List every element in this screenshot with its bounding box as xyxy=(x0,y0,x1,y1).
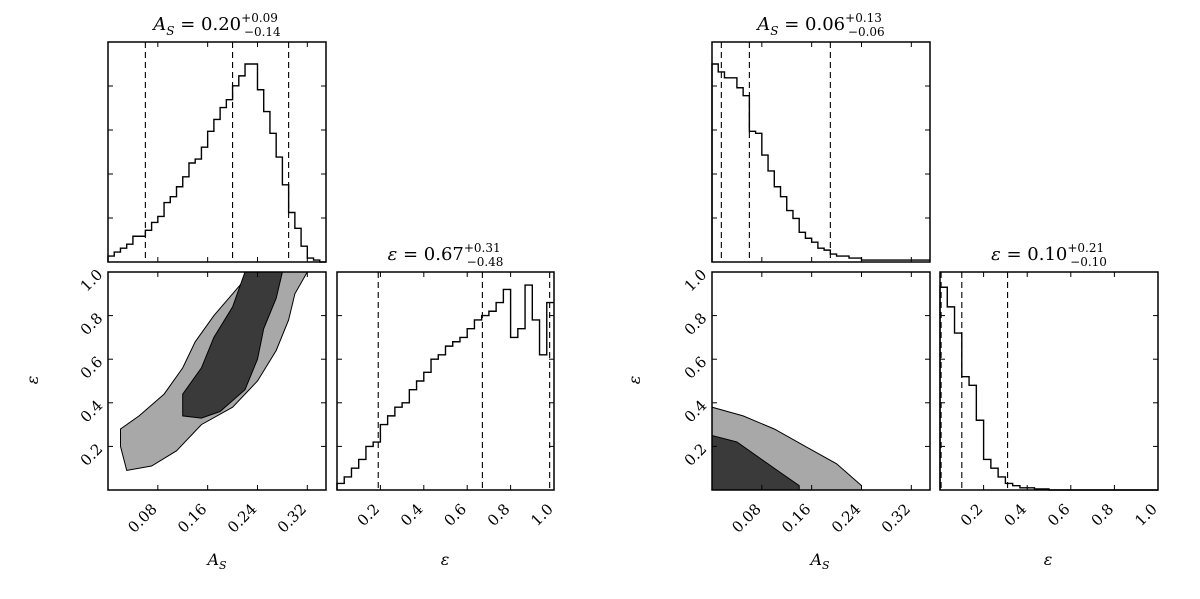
figure-1-ylabel-eps: ε xyxy=(23,376,42,385)
figure-2-joint-xtick-label-1: 0.16 xyxy=(778,500,814,536)
figure-1-joint-frame xyxy=(107,271,327,491)
figure-2-marginal-eps-xtick-label-1: 0.4 xyxy=(1000,500,1030,530)
figure-1-joint-xtick-label-1: 0.16 xyxy=(174,500,210,536)
figure-1-marginal-eps-xtick-label-1: 0.4 xyxy=(397,500,427,530)
figure-2-marginal-eps-xtick-label-3: 0.8 xyxy=(1088,500,1118,530)
figure-2-joint-frame xyxy=(711,271,931,491)
figure-1-joint-ytick-label-2: 0.6 xyxy=(77,353,107,383)
figure-2-joint-ytick-label-4: 1.0 xyxy=(681,266,711,296)
figure-1-joint-ytick-label-0: 0.2 xyxy=(77,440,107,470)
figure-2-marginal-as-histogram-steps xyxy=(711,63,930,262)
figure-2-joint-contours xyxy=(712,406,862,490)
figure-2-xlabel-eps: ε xyxy=(1044,550,1053,569)
figure-1-title-eps: ε = 0.67+0.31 −0.48 xyxy=(388,241,504,269)
figure-2-joint-ytick-label-2: 0.6 xyxy=(681,353,711,383)
figure-1-xlabel-eps: ε xyxy=(441,550,450,569)
figure-1-xlabel-as: AS xyxy=(205,550,227,572)
figure-2-joint-xtick-label-3: 0.32 xyxy=(878,500,914,536)
figure-2-marginal-eps-histogram-steps xyxy=(939,286,1158,491)
figure-1-marginal-eps-xtick-label-3: 0.8 xyxy=(484,500,514,530)
figure-1-joint-xtick-label-3: 0.32 xyxy=(274,500,310,536)
figure-2-marginal-eps-xtick-label-4: 1.0 xyxy=(1131,500,1161,530)
figure-2-marginal-as-frame xyxy=(711,41,931,263)
figure-2-title-eps: ε = 0.10+0.21 −0.10 xyxy=(991,241,1107,269)
figure-2-xlabel-as: AS xyxy=(808,550,830,572)
figure-1-title-as: AS = 0.20+0.09 −0.14 xyxy=(151,11,281,39)
figure-1-joint-ytick-label-4: 1.0 xyxy=(77,266,107,296)
figure-2-marginal-eps-xtick-label-2: 0.6 xyxy=(1044,500,1074,530)
figure-2-marginal-eps-xtick-label-0: 0.2 xyxy=(957,500,987,530)
figure-2-joint-ytick-label-0: 0.2 xyxy=(681,440,711,470)
figure-2-joint-ytick-label-3: 0.8 xyxy=(681,309,711,339)
figure-1-marginal-as-frame xyxy=(107,41,327,263)
figure-2-joint-xtick-label-2: 0.24 xyxy=(828,500,864,536)
figure-1-joint-xtick-label-2: 0.24 xyxy=(224,500,260,536)
figure-1-marginal-eps-xtick-label-2: 0.6 xyxy=(440,500,470,530)
figure-1-contour-inner xyxy=(182,272,283,419)
figure-1-marginal-as-histogram-steps xyxy=(107,63,326,263)
figure-1: AS = 0.20+0.09 −0.14 0.08 0.16 0.24 0.32 0.2 0.… xyxy=(23,11,557,572)
figure-1-joint-xtick-label-0: 0.08 xyxy=(124,500,160,536)
figure-1-marginal-eps-frame xyxy=(336,271,555,491)
figure-1-marginal-eps-xtick-label-0: 0.2 xyxy=(354,500,384,530)
figure-2-joint-ytick-label-1: 0.4 xyxy=(681,396,711,426)
figure-1-marginal-eps-xtick-label-4: 1.0 xyxy=(527,500,557,530)
figure-1-joint-ytick-label-1: 0.4 xyxy=(77,396,107,426)
figure-1-joint-ytick-label-3: 0.8 xyxy=(77,309,107,339)
figure-2-marginal-eps-frame xyxy=(939,271,1159,491)
figure-2-ylabel-eps: ε xyxy=(625,376,644,385)
figure-2-title-as: AS = 0.06+0.13 −0.06 xyxy=(755,11,884,39)
figure-1-marginal-eps-histogram-steps xyxy=(336,284,554,490)
figure-2: AS = 0.06+0.13 −0.06 0.08 0.16 0.24 0.32 0.2 0.… xyxy=(625,11,1161,572)
figure-2-joint-xtick-label-0: 0.08 xyxy=(728,500,764,536)
figure-1-joint-contours xyxy=(120,272,308,471)
